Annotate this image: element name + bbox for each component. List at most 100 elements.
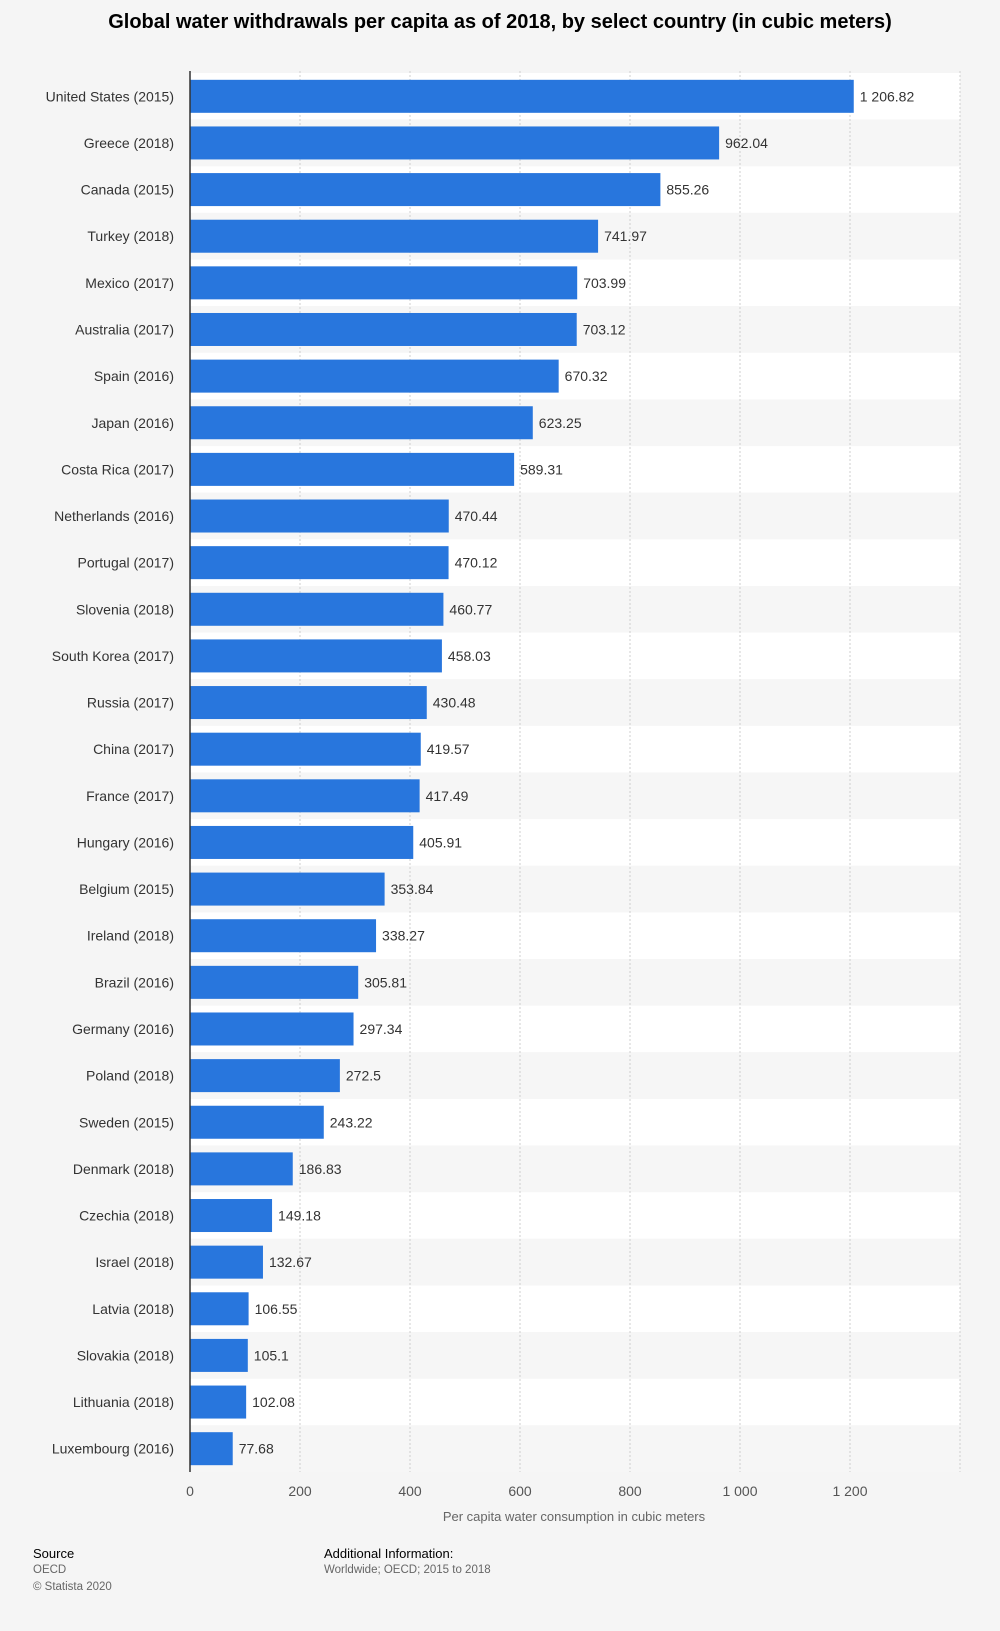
value-label: 703.99: [583, 275, 626, 291]
bar: [190, 173, 661, 207]
value-label: 458.03: [448, 648, 491, 664]
bar: [190, 126, 720, 160]
row-band: [190, 1285, 960, 1333]
category-label: Czechia (2018): [79, 1208, 174, 1224]
row-band: [190, 1378, 960, 1426]
category-label: Lithuania (2018): [73, 1394, 174, 1410]
value-label: 741.97: [604, 228, 647, 244]
additional-info-heading: Additional Information:: [324, 1546, 454, 1561]
x-tick-label: 200: [288, 1483, 312, 1499]
bar: [190, 872, 385, 906]
bar: [190, 1105, 324, 1139]
row-band: [190, 1145, 960, 1193]
value-label: 353.84: [391, 881, 434, 897]
bar: [190, 499, 449, 533]
value-label: 405.91: [419, 834, 462, 850]
bar: [190, 266, 578, 300]
value-label: 102.08: [252, 1394, 295, 1410]
bar: [190, 312, 577, 346]
value-label: 589.31: [520, 461, 563, 477]
source-heading: Source: [33, 1546, 75, 1561]
category-label: South Korea (2017): [52, 648, 174, 664]
row-band: [190, 1425, 960, 1472]
category-label: Turkey (2018): [87, 228, 174, 244]
value-label: 460.77: [449, 601, 492, 617]
value-label: 962.04: [725, 135, 768, 151]
category-label: China (2017): [93, 741, 174, 757]
category-label: Australia (2017): [75, 321, 174, 337]
value-label: 470.44: [455, 508, 498, 524]
bar: [190, 1152, 293, 1186]
value-label: 855.26: [666, 182, 709, 198]
value-label: 419.57: [427, 741, 470, 757]
category-label: Belgium (2015): [79, 881, 174, 897]
value-label: 149.18: [278, 1208, 321, 1224]
category-label: Japan (2016): [91, 415, 174, 431]
category-label: Luxembourg (2016): [52, 1441, 174, 1457]
bar: [190, 732, 421, 766]
value-label: 105.1: [254, 1347, 289, 1363]
bar: [190, 825, 414, 859]
value-label: 670.32: [565, 368, 608, 384]
bar: [190, 406, 533, 440]
bar: [190, 1245, 263, 1279]
value-label: 297.34: [360, 1021, 403, 1037]
copyright-text: © Statista 2020: [33, 1581, 112, 1593]
bar: [190, 919, 377, 953]
value-label: 132.67: [269, 1254, 312, 1270]
value-label: 470.12: [455, 555, 498, 571]
value-label: 417.49: [426, 788, 469, 804]
source-name: OECD: [33, 1564, 67, 1576]
value-label: 243.22: [330, 1114, 373, 1130]
category-label: Greece (2018): [84, 135, 174, 151]
bar: [190, 686, 427, 720]
value-label: 106.55: [255, 1301, 298, 1317]
bar: [190, 1292, 249, 1326]
value-label: 186.83: [299, 1161, 342, 1177]
category-label: Costa Rica (2017): [61, 461, 174, 477]
additional-info-block: Additional Information: Worldwide; OECD;…: [324, 1545, 491, 1579]
row-band: [190, 1192, 960, 1239]
category-label: France (2017): [86, 788, 174, 804]
bar: [190, 1338, 248, 1372]
bar: [190, 592, 444, 626]
category-label: Spain (2016): [94, 368, 174, 384]
bar-chart: United States (2015) 1 206.82 Greece (2018…: [46, 71, 961, 1524]
bar: [190, 1385, 247, 1419]
chart-title: Global water withdrawals per capita as o…: [108, 11, 892, 33]
bar: [190, 452, 515, 486]
category-label: Ireland (2018): [87, 928, 174, 944]
value-label: 1 206.82: [860, 88, 915, 104]
category-label: Israel (2018): [95, 1254, 174, 1270]
bar: [190, 779, 420, 813]
additional-info-text: Worldwide; OECD; 2015 to 2018: [324, 1564, 491, 1576]
x-tick-label: 800: [618, 1483, 642, 1499]
category-label: Latvia (2018): [92, 1301, 174, 1317]
x-tick-label: 0: [186, 1483, 194, 1499]
category-label: Hungary (2016): [77, 834, 174, 850]
x-tick-label: 400: [398, 1483, 422, 1499]
bar: [190, 359, 559, 393]
category-label: Brazil (2016): [95, 974, 174, 990]
category-label: United States (2015): [46, 88, 174, 104]
bar: [190, 1199, 273, 1233]
category-label: Poland (2018): [86, 1068, 174, 1084]
bar: [190, 1432, 233, 1466]
bar: [190, 1012, 354, 1046]
category-label: Germany (2016): [72, 1021, 174, 1037]
category-label: Russia (2017): [87, 695, 174, 711]
category-label: Slovakia (2018): [77, 1347, 174, 1363]
bar: [190, 79, 854, 113]
value-label: 703.12: [583, 321, 626, 337]
value-label: 338.27: [382, 928, 425, 944]
value-label: 623.25: [539, 415, 582, 431]
value-label: 430.48: [433, 695, 476, 711]
bar: [190, 639, 442, 673]
x-tick-label: 1 000: [722, 1483, 757, 1499]
category-label: Canada (2015): [81, 182, 174, 198]
x-tick-label: 1 200: [832, 1483, 867, 1499]
category-label: Netherlands (2016): [54, 508, 174, 524]
category-label: Slovenia (2018): [76, 601, 174, 617]
category-label: Mexico (2017): [85, 275, 174, 291]
bar: [190, 546, 449, 580]
